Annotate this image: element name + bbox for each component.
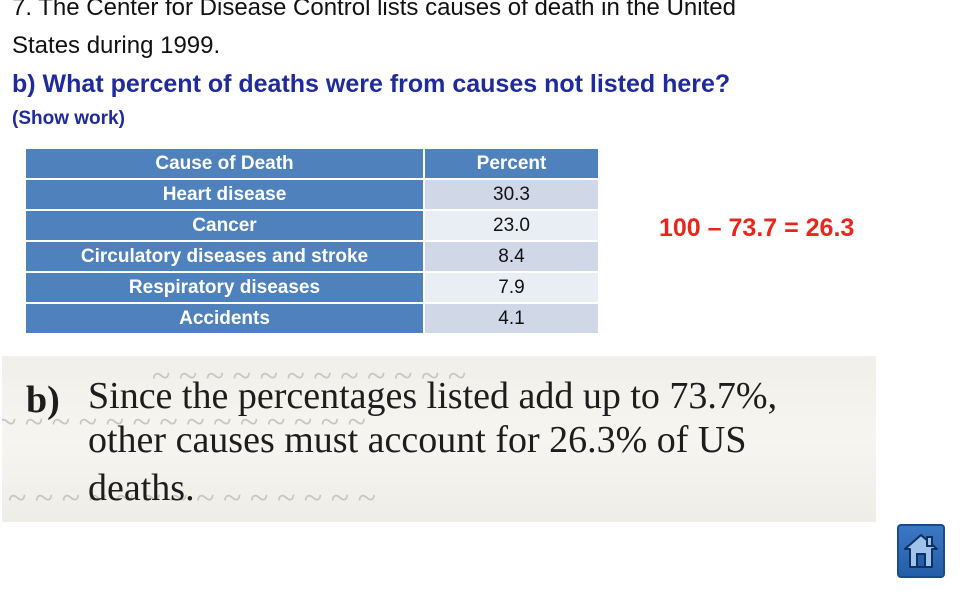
bleed-through-text: ~ ~ ~ ~ ~ ~ ~ ~ ~ ~ ~ ~	[152, 358, 467, 395]
cause-cell: Respiratory diseases	[24, 271, 425, 304]
percent-cell: 7.9	[423, 271, 600, 304]
show-work-note: (Show work)	[12, 108, 125, 129]
scan-part-label: b)	[26, 379, 60, 421]
table-row: Circulatory diseases and stroke 8.4	[24, 240, 600, 273]
home-button[interactable]	[897, 524, 945, 578]
percent-cell: 4.1	[423, 302, 600, 335]
scan-text-line: other causes must account for 26.3% of U…	[88, 419, 747, 461]
home-icon	[904, 534, 938, 568]
table-row: Accidents 4.1	[24, 302, 600, 335]
percent-cell: 23.0	[423, 209, 600, 242]
cause-cell: Heart disease	[24, 178, 425, 211]
table-row: Respiratory diseases 7.9	[24, 271, 600, 304]
cause-cell: Circulatory diseases and stroke	[24, 240, 425, 273]
cause-cell: Accidents	[24, 302, 425, 335]
bleed-through-text: ~ ~ ~ ~ ~ ~ ~ ~ ~ ~ ~ ~ ~ ~	[2, 404, 367, 441]
scan-text-line: Since the percentages listed add up to 7…	[88, 375, 778, 417]
scan-text-line: deaths.	[88, 467, 195, 509]
percent-cell: 8.4	[423, 240, 600, 273]
cause-cell: Cancer	[24, 209, 425, 242]
table-row: Cancer 23.0	[24, 209, 600, 242]
header-percent: Percent	[423, 147, 600, 180]
question-line-1: 7. The Center for Disease Control lists …	[12, 0, 736, 21]
table-row: Heart disease 30.3	[24, 178, 600, 211]
textbook-answer-scan: ~ ~ ~ ~ ~ ~ ~ ~ ~ ~ ~ ~ ~ ~ ~ ~ ~ ~ ~ ~ …	[2, 356, 876, 522]
header-cause: Cause of Death	[24, 147, 425, 180]
table-header-row: Cause of Death Percent	[24, 147, 600, 180]
bleed-through-text: ~ ~ ~ ~ ~ ~ ~ ~ ~ ~ ~ ~ ~ ~	[8, 480, 377, 517]
percent-cell: 30.3	[423, 178, 600, 211]
answer-calculation: 100 – 73.7 = 26.3	[659, 214, 855, 242]
causes-of-death-table: Cause of Death Percent Heart disease 30.…	[24, 147, 600, 335]
question-line-2: States during 1999.	[12, 32, 221, 59]
question-part-b: b) What percent of deaths were from caus…	[12, 70, 731, 98]
